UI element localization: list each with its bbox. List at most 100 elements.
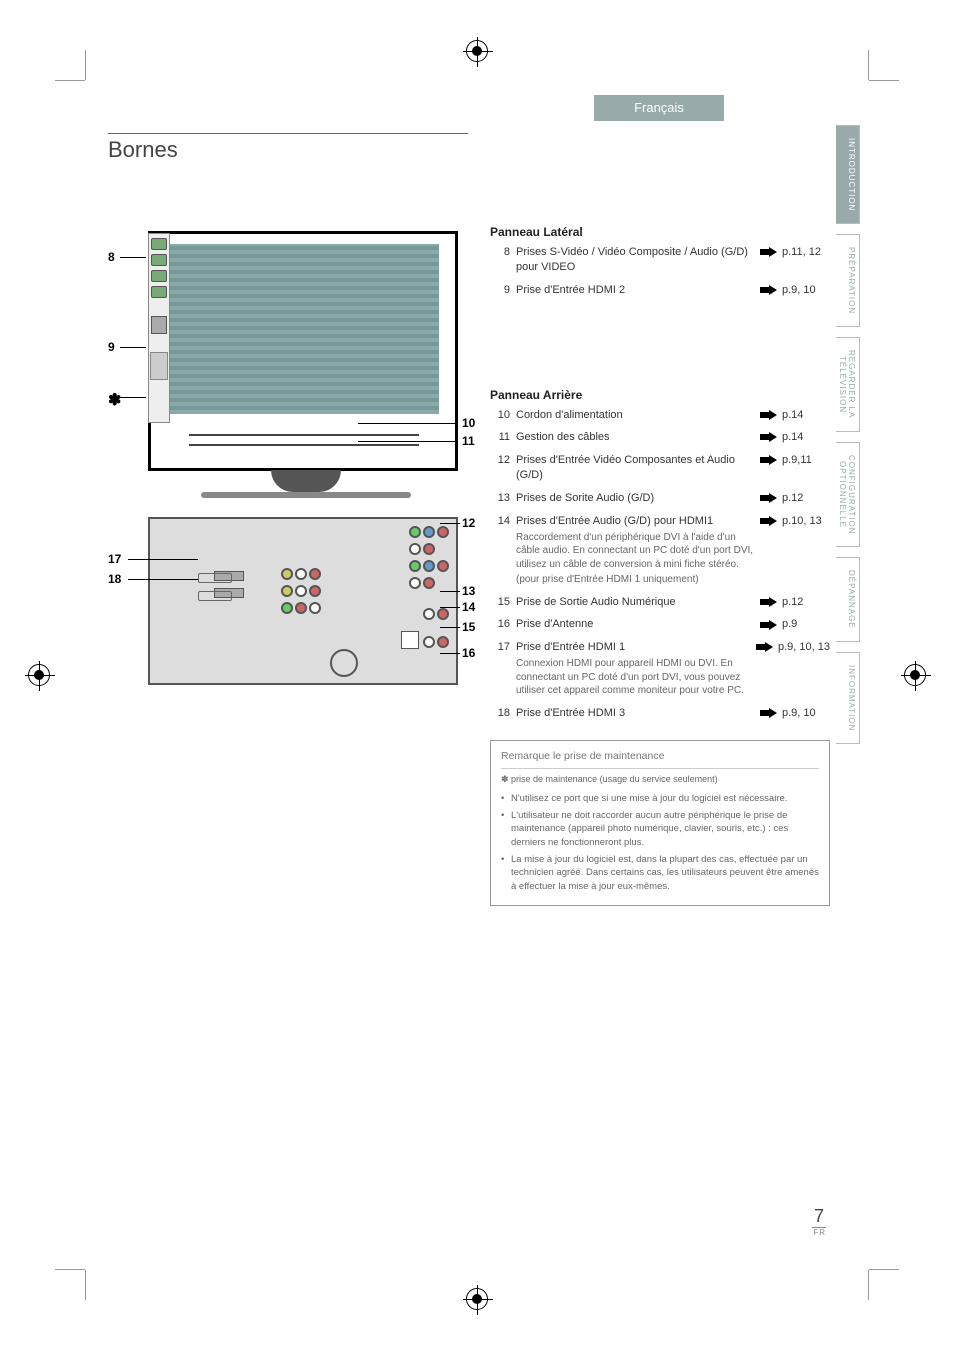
spec-item-body: Prises d'Entrée Vidéo Composantes et Aud… — [516, 453, 760, 483]
rear-panel-items: 10Cordon d'alimentationp.1411Gestion des… — [490, 408, 830, 721]
spec-item-text: Gestion des câbles — [516, 430, 760, 445]
spec-item-ref: p.9, 10, 13 — [756, 640, 830, 655]
arrow-icon — [760, 621, 778, 629]
remark-title: Remarque le prise de maintenance — [501, 749, 819, 769]
spec-item-number: 14 — [490, 514, 516, 529]
callout-number: 15 — [462, 620, 475, 634]
arrow-icon — [760, 494, 778, 502]
spec-item-text: Prise d'Entrée HDMI 2 — [516, 283, 760, 298]
callout-leader — [440, 607, 460, 608]
spec-item-text: Cordon d'alimentation — [516, 408, 760, 423]
spec-item-number: 17 — [490, 640, 516, 655]
spec-item-text: Prise d'Entrée HDMI 3 — [516, 706, 760, 721]
spec-item-body: Gestion des câbles — [516, 430, 760, 445]
section-tab[interactable]: PRÉPARATION — [836, 234, 860, 327]
language-tab: Français — [594, 95, 724, 121]
callout-number: 16 — [462, 646, 475, 660]
section-tab[interactable]: INTRODUCTION — [836, 125, 860, 224]
arrow-icon — [756, 643, 774, 651]
spec-item-ref: p.9 — [760, 617, 830, 632]
remark-bullets: N'utilisez ce port que si une mise à jou… — [501, 792, 819, 893]
registration-mark-left — [28, 664, 50, 686]
callout-leader — [120, 257, 146, 258]
title-rule — [108, 133, 468, 134]
spec-item-number: 10 — [490, 408, 516, 423]
arrow-icon — [760, 411, 778, 419]
maintenance-remark-box: Remarque le prise de maintenance ✽ prise… — [490, 740, 830, 905]
remark-subtitle: ✽ prise de maintenance (usage du service… — [501, 773, 819, 786]
spec-item-ref: p.10, 13 — [760, 514, 830, 529]
spec-item-body: Prises d'Entrée Audio (G/D) pour HDMI1 Ra… — [516, 514, 760, 587]
spec-item-number: 15 — [490, 595, 516, 610]
spec-item: 9Prise d'Entrée HDMI 2p.9, 10 — [490, 283, 830, 298]
callout-leader — [440, 523, 460, 524]
arrow-icon — [760, 709, 778, 717]
spec-item-ref: p.14 — [760, 408, 830, 423]
spec-item-number: 11 — [490, 430, 516, 445]
remark-bullet: L'utilisateur ne doit raccorder aucun au… — [511, 809, 819, 849]
spec-item: 16Prise d'Antennep.9 — [490, 617, 830, 632]
callout-leader — [128, 559, 198, 560]
spec-item-text: Prises d'Entrée Vidéo Composantes et Aud… — [516, 453, 760, 483]
spec-item: 18Prise d'Entrée HDMI 3p.9, 10 — [490, 706, 830, 721]
spec-item-text: Prises de Sorite Audio (G/D) — [516, 491, 760, 506]
section-tab[interactable]: CONFIGURATIONOPTIONNELLE — [836, 442, 860, 548]
callout-number: 8 — [108, 250, 115, 264]
spec-item-body: Prise d'Entrée HDMI 2 — [516, 283, 760, 298]
callout-leader — [440, 591, 460, 592]
section-tab[interactable]: REGARDER LATÉLÉVISION — [836, 337, 860, 431]
remark-bullet: La mise à jour du logiciel est, dans la … — [511, 853, 819, 893]
page-lang-code: FR — [812, 1228, 826, 1237]
spec-item-ref: p.11, 12 — [760, 245, 830, 260]
arrow-icon — [760, 517, 778, 525]
spec-item-text: Prise d'Antenne — [516, 617, 760, 632]
spec-item-subnote: (pour prise d'Entrée HDMI 1 uniquement) — [516, 573, 760, 587]
callout-leader — [358, 441, 458, 442]
spec-item-text: Prise d'Entrée HDMI 1 — [516, 640, 756, 655]
spec-item: 14Prises d'Entrée Audio (G/D) pour HDMI1… — [490, 514, 830, 587]
terminals-diagram: 89✽101112131415161718 — [108, 225, 478, 685]
section-tabs: INTRODUCTION PRÉPARATION REGARDER LATÉLÉVI… — [836, 125, 862, 754]
callout-leader — [440, 627, 460, 628]
spec-item-subnote: Raccordement d'un périphérique DVI à l'a… — [516, 531, 760, 572]
spec-item-text: Prises S-Vidéo / Vidéo Composite / Audio… — [516, 245, 760, 275]
spec-item-text: Prise de Sortie Audio Numérique — [516, 595, 760, 610]
page-content: Français Bornes INTRODUCTIONPRÉPARATIONR… — [100, 95, 854, 1255]
spec-item-number: 13 — [490, 491, 516, 506]
callout-number: 10 — [462, 416, 475, 430]
remark-bullet: N'utilisez ce port que si une mise à jou… — [511, 792, 819, 805]
section-tab[interactable]: INFORMATION — [836, 652, 860, 744]
spec-item-subnote: Connexion HDMI pour appareil HDMI ou DVI… — [516, 657, 756, 698]
rear-panel-heading: Panneau Arrière — [490, 388, 830, 402]
spec-item-ref: p.12 — [760, 595, 830, 610]
spec-item-body: Prise d'Entrée HDMI 1 Connexion HDMI pour… — [516, 640, 756, 697]
spec-item: 11Gestion des câblesp.14 — [490, 430, 830, 445]
callout-leader — [120, 347, 146, 348]
spec-item-body: Prises de Sorite Audio (G/D) — [516, 491, 760, 506]
spec-item-number: 9 — [490, 283, 516, 298]
spec-item: 12Prises d'Entrée Vidéo Composantes et A… — [490, 453, 830, 483]
callout-number: 9 — [108, 340, 115, 354]
callout-number: 14 — [462, 600, 475, 614]
callout-number: ✽ — [108, 390, 121, 410]
spec-item-number: 8 — [490, 245, 516, 260]
spec-item-text: Prises d'Entrée Audio (G/D) pour HDMI1 — [516, 514, 760, 529]
section-tab[interactable]: DÉPANNAGE — [836, 557, 860, 642]
spec-item-ref: p.12 — [760, 491, 830, 506]
callout-number: 13 — [462, 584, 475, 598]
spec-item-ref: p.14 — [760, 430, 830, 445]
right-column: Panneau Latéral 8Prises S-Vidéo / Vidéo … — [490, 225, 830, 906]
arrow-icon — [760, 248, 778, 256]
spec-item-number: 12 — [490, 453, 516, 468]
spec-item-ref: p.9, 10 — [760, 706, 830, 721]
spec-item-ref: p.9,11 — [760, 453, 830, 468]
side-panel-items: 8Prises S-Vidéo / Vidéo Composite / Audi… — [490, 245, 830, 298]
spec-item-body: Prise de Sortie Audio Numérique — [516, 595, 760, 610]
page-number-value: 7 — [812, 1206, 826, 1228]
spec-item: 13Prises de Sorite Audio (G/D)p.12 — [490, 491, 830, 506]
page-number: 7 FR — [812, 1206, 826, 1237]
arrow-icon — [760, 433, 778, 441]
callout-leader — [358, 423, 458, 424]
spec-item-body: Cordon d'alimentation — [516, 408, 760, 423]
registration-mark-top — [466, 40, 488, 62]
